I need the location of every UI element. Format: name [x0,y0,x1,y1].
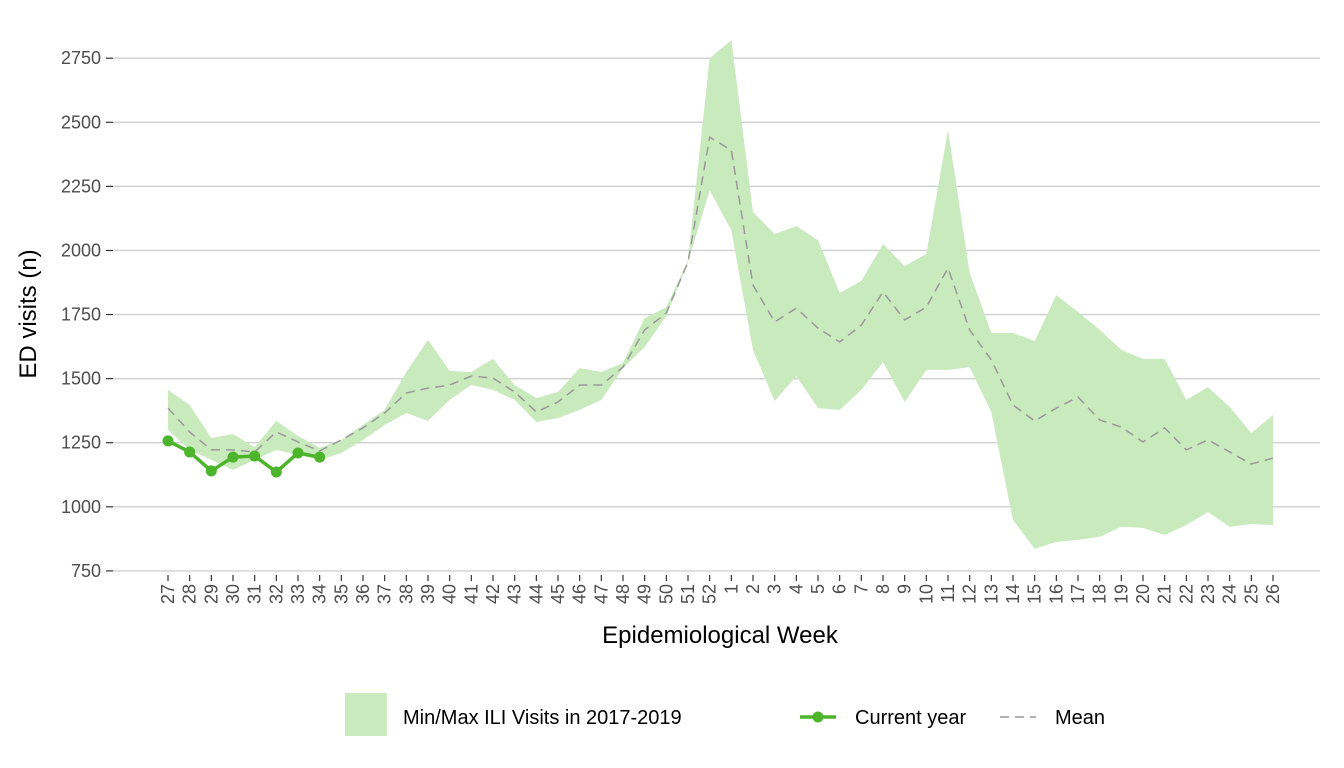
series-point [270,466,282,478]
x-tick-label: 26 [1263,584,1283,604]
x-tick-label: 9 [895,584,915,594]
x-axis-title: Epidemiological Week [602,622,839,649]
series-point [162,435,174,447]
x-tick-label: 23 [1198,584,1218,604]
x-tick-label: 5 [808,584,828,594]
series-point [314,451,326,463]
x-tick-label: 32 [266,584,286,604]
x-tick-label: 30 [223,584,243,604]
y-tick-label: 2500 [61,112,101,132]
x-tick-label: 13 [981,584,1001,604]
y-tick-label: 1000 [61,497,101,517]
y-tick-label: 750 [71,561,101,581]
x-tick-label: 50 [656,584,676,604]
x-tick-label: 49 [635,584,655,604]
x-tick-label: 21 [1155,584,1175,604]
x-tick-label: 51 [678,584,698,604]
x-tick-label: 17 [1068,584,1088,604]
legend-label: Mean [1055,707,1105,729]
x-tick-label: 34 [310,584,330,604]
x-tick-label: 24 [1220,584,1240,604]
x-tick-label: 25 [1241,584,1261,604]
x-tick-label: 12 [960,584,980,604]
series-point [227,451,239,463]
series-line [167,135,1274,465]
x-tick-label: 37 [375,584,395,604]
x-tick-label: 28 [180,584,200,604]
legend-swatch [345,693,387,736]
x-tick-label: 42 [483,584,503,604]
min-max-band [168,40,1273,549]
x-tick-label: 33 [288,584,308,604]
x-tick-label: 16 [1046,584,1066,604]
x-tick-label: 2 [743,584,763,594]
x-tick-label: 48 [613,584,633,604]
x-tick-label: 11 [938,584,958,603]
x-tick-label: 10 [916,584,936,604]
x-tick-label: 29 [201,584,221,604]
y-tick-label: 2750 [61,48,101,68]
y-tick-label: 1250 [61,433,101,453]
x-tick-label: 6 [830,584,850,594]
x-tick-label: 14 [1003,584,1023,604]
legend-label: Current year [855,707,966,729]
x-tick-label: 46 [570,584,590,604]
x-tick-label: 4 [786,584,806,594]
y-axis-title: ED visits (n) [15,249,42,378]
series-point [205,465,217,477]
x-tick-label: 22 [1176,584,1196,604]
x-tick-label: 47 [591,584,611,604]
x-tick-label: 8 [873,584,893,594]
series-point [292,447,304,459]
x-tick-label: 39 [418,584,438,604]
x-tick-label: 44 [526,584,546,604]
y-tick-label: 2000 [61,240,101,260]
y-tick-label: 1750 [61,305,101,325]
series-point [184,446,196,458]
x-tick-label: 45 [548,584,568,604]
x-tick-label: 15 [1025,584,1045,604]
x-tick-label: 35 [331,584,351,604]
x-tick-label: 18 [1090,584,1110,604]
x-tick-label: 19 [1111,584,1131,604]
series-point [249,450,261,462]
x-tick-label: 40 [440,584,460,604]
x-tick-label: 41 [461,584,481,604]
x-tick-label: 38 [396,584,416,604]
x-tick-label: 20 [1133,584,1153,604]
x-tick-label: 3 [765,584,785,594]
legend-swatch-point [812,711,824,723]
x-tick-label: 1 [721,584,741,594]
y-tick-label: 2250 [61,176,101,196]
legend-label: Min/Max ILI Visits in 2017-2019 [403,707,682,729]
x-tick-label: 43 [505,584,525,604]
x-tick-label: 36 [353,584,373,604]
x-tick-label: 7 [851,584,871,594]
x-tick-label: 27 [158,584,178,604]
x-tick-label: 52 [700,584,720,604]
y-tick-label: 1500 [61,369,101,389]
x-tick-label: 31 [245,584,265,604]
